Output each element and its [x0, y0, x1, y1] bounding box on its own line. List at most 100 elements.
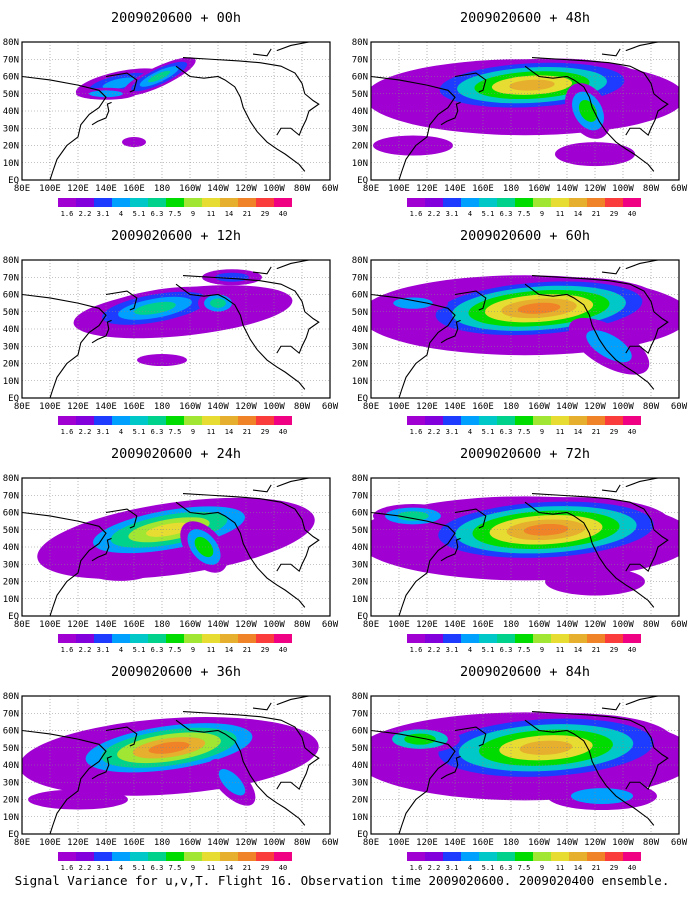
colorbar-level-label: 21 — [243, 428, 251, 436]
colorbar-swatch — [551, 852, 569, 861]
coastline — [454, 508, 487, 529]
lat-tick-label: 80N — [352, 692, 368, 702]
lat-tick-label: 40N — [3, 325, 19, 335]
colorbar-level-label: 11 — [556, 428, 564, 436]
panel-title: 2009020600 + 72h — [460, 446, 590, 462]
colorbar-level-label: 4 — [468, 428, 472, 436]
lon-tick-label: 120E — [416, 620, 438, 630]
coastline — [524, 501, 655, 608]
colorbar-swatch — [587, 198, 605, 207]
coastline — [182, 710, 306, 748]
lat-tick-label: 60N — [352, 291, 368, 301]
colorbar-swatch — [407, 198, 425, 207]
colorbar-level-label: 21 — [592, 210, 600, 218]
coastline — [524, 283, 655, 390]
panel-title: 2009020600 + 84h — [460, 664, 590, 680]
colorbar-level-label: 4 — [468, 210, 472, 218]
lon-tick-label: 160E — [472, 620, 494, 630]
colorbar: 1.6 2.2 3.1 4 5.1 6.3 7.5 9 11 14 21 29 40 — [58, 198, 292, 218]
colorbar-level-label: 40 — [279, 210, 287, 218]
colorbar-swatch — [569, 416, 587, 425]
lat-tick-label: 20N — [352, 578, 368, 588]
colorbar-swatch — [238, 634, 256, 643]
lon-tick-label: 80E — [363, 620, 379, 630]
colorbar-level-label: 14 — [574, 646, 582, 654]
colorbar-swatch — [443, 634, 461, 643]
colorbar-level-label: 4 — [119, 428, 123, 436]
colorbar-level-label: 40 — [628, 864, 636, 872]
lat-tick-label: EQ — [357, 176, 368, 186]
colorbar-level-label: 14 — [225, 210, 233, 218]
lon-tick-label: 100W — [612, 838, 634, 848]
map-frame — [21, 695, 331, 835]
colorbar-swatch — [479, 416, 497, 425]
colorbar-swatch — [479, 852, 497, 861]
colorbar-level-label: 1.6 — [410, 864, 423, 872]
colorbar-swatch — [425, 852, 443, 861]
colorbar-swatch — [461, 852, 479, 861]
map-panel-36h: 2009020600 + 36h EQ 10N 20N 30N 40N 50N 60N 70N 8… — [3, 664, 339, 872]
coastline — [454, 72, 487, 93]
lon-tick-label: 160W — [528, 402, 550, 412]
coastline — [625, 93, 669, 137]
lon-tick-label: 120W — [584, 620, 606, 630]
lon-tick-label: 120E — [67, 620, 89, 630]
coastline — [22, 75, 107, 180]
coastline — [252, 484, 272, 493]
colorbar-swatch — [58, 416, 76, 425]
colorbar-swatch — [256, 852, 274, 861]
colorbar: 1.6 2.2 3.1 4 5.1 6.3 7.5 9 11 14 21 29 40 — [407, 852, 641, 872]
lon-tick-label: 140E — [95, 184, 117, 194]
coastline — [625, 529, 669, 573]
lon-tick-label: 100W — [612, 402, 634, 412]
colorbar-level-label: 4 — [119, 210, 123, 218]
coastline — [371, 511, 456, 616]
lon-tick-label: 100E — [388, 620, 410, 630]
coastline — [105, 726, 138, 747]
lon-tick-label: 160W — [179, 838, 201, 848]
lat-tick-label: 40N — [3, 107, 19, 117]
map-frame — [370, 41, 680, 181]
map-area — [371, 478, 679, 616]
colorbar-level-label: 14 — [225, 864, 233, 872]
lon-tick-label: 120W — [235, 838, 257, 848]
lat-tick-label: 20N — [3, 578, 19, 588]
colorbar-swatch — [112, 198, 130, 207]
lat-tick-label: 30N — [352, 778, 368, 788]
lon-tick-label: 180 — [503, 184, 519, 194]
lon-tick-label: 60W — [322, 620, 339, 630]
lat-tick-label: 50N — [352, 308, 368, 318]
lat-tick-label: 30N — [3, 124, 19, 134]
lon-tick-label: 100E — [388, 184, 410, 194]
coastline — [252, 266, 272, 275]
colorbar-swatch — [202, 634, 220, 643]
colorbar-level-label: 5.1 — [133, 646, 146, 654]
colorbar-swatch — [94, 634, 112, 643]
lon-tick-label: 80E — [14, 620, 30, 630]
lat-tick-label: 50N — [3, 526, 19, 536]
lon-tick-label: 120W — [584, 184, 606, 194]
coastline — [625, 311, 669, 355]
colorbar-level-label: 7.5 — [169, 864, 182, 872]
lat-tick-label: 60N — [3, 727, 19, 737]
variance-contour — [134, 301, 176, 315]
lat-tick-label: 20N — [3, 142, 19, 152]
colorbar-swatch — [623, 852, 641, 861]
lon-tick-label: 80W — [294, 838, 311, 848]
colorbar-swatch — [587, 634, 605, 643]
colorbar-level-label: 40 — [628, 646, 636, 654]
lat-tick-label: 10N — [352, 813, 368, 823]
colorbar-level-label: 5.1 — [482, 646, 495, 654]
lat-tick-label: EQ — [8, 394, 19, 404]
lat-tick-label: 70N — [352, 273, 368, 283]
lat-tick-label: EQ — [357, 612, 368, 622]
variance-contour — [570, 788, 634, 804]
lon-tick-label: 160E — [123, 620, 145, 630]
colorbar-level-label: 40 — [279, 646, 287, 654]
coastline — [371, 75, 456, 180]
coastline — [531, 274, 655, 312]
lon-tick-label: 160E — [123, 184, 145, 194]
colorbar-swatch — [497, 416, 515, 425]
map-area — [22, 478, 330, 616]
lon-tick-label: 80E — [14, 402, 30, 412]
